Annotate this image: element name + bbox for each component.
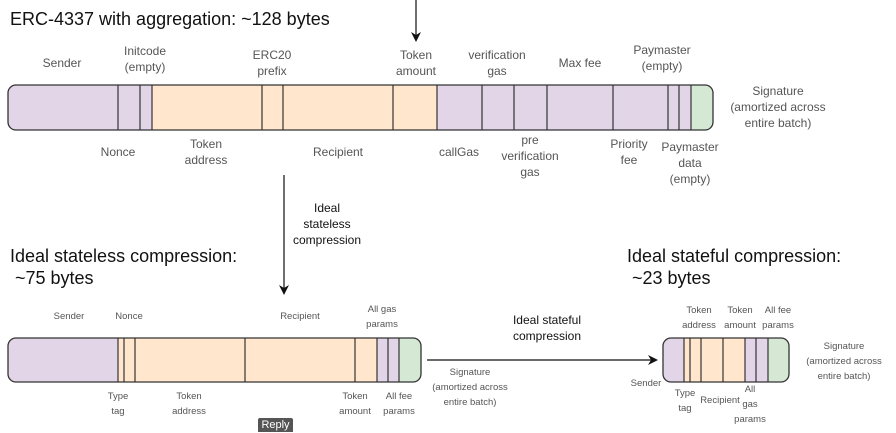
label-all-gas-params: All gas params xyxy=(366,304,398,330)
label-type-tag: Type tag xyxy=(107,391,129,417)
arrow-stateless-label: Ideal stateless compression xyxy=(292,201,362,247)
bar-outline xyxy=(7,84,714,131)
field-segment xyxy=(8,338,118,382)
field-segment xyxy=(684,338,745,382)
stateful-title: Ideal stateful compression: ~23 bytes xyxy=(627,246,842,288)
label-callgas: callGas xyxy=(438,145,480,159)
erc4337-bar xyxy=(7,84,714,131)
field-segment xyxy=(437,85,691,130)
label-paymaster: Paymaster (empty) xyxy=(633,43,691,73)
label-token-address: Token address xyxy=(172,391,206,417)
label-erc20-prefix: ERC20 prefix xyxy=(252,48,292,78)
label-token-amount: Token amount xyxy=(724,305,756,331)
label-type-tag: Type tag xyxy=(674,388,696,414)
label-priority-fee: Priority fee xyxy=(610,137,648,167)
stateless-bar xyxy=(7,337,422,383)
label-token-amount: Token amount xyxy=(395,48,437,78)
field-segment xyxy=(691,85,713,130)
label-recipient: Recipient xyxy=(312,145,364,159)
label-pre-verification-gas: pre verification gas xyxy=(501,133,559,179)
label-all-gas-params: All gas params xyxy=(734,384,766,425)
field-segment xyxy=(663,338,684,382)
field-segment xyxy=(8,85,152,130)
label-token-address: Token address xyxy=(682,305,716,331)
label-sender: Sender xyxy=(42,56,82,70)
arrow-stateful-label: Ideal stateful compression xyxy=(512,313,582,343)
label-signature: Signature (amortized across entire batch… xyxy=(730,84,826,130)
label-token-amount: Token amount xyxy=(339,391,371,417)
label-paymaster-data: Paymaster data (empty) xyxy=(661,140,719,186)
label-initcode: Initcode (empty) xyxy=(123,44,167,74)
stateless-title: Ideal stateless compression: ~75 bytes xyxy=(10,246,238,288)
top-title: ERC-4337 with aggregation: ~128 bytes xyxy=(10,9,330,29)
field-segment xyxy=(152,85,437,130)
label-recipient: Recipient xyxy=(280,311,320,322)
bar-outline xyxy=(7,337,422,383)
label-max-fee: Max fee xyxy=(558,56,602,70)
field-segment xyxy=(399,338,421,382)
label-token-address: Token address xyxy=(184,137,228,167)
label-all-fee-params: All fee params xyxy=(762,305,794,331)
bar-outline xyxy=(662,337,790,383)
label-sender: Sender xyxy=(53,311,85,322)
label-signature: Signature (amortized across entire batch… xyxy=(432,367,508,408)
label-nonce: Nonce xyxy=(100,145,136,159)
field-segment xyxy=(768,338,789,382)
label-verification-gas: verification gas xyxy=(468,48,526,78)
reply-button[interactable]: Reply xyxy=(258,418,293,432)
label-signature: Signature (amortized across entire batch… xyxy=(806,341,882,382)
label-recipient: Recipient xyxy=(700,395,740,406)
label-nonce: Nonce xyxy=(115,311,143,322)
field-segment xyxy=(118,338,377,382)
label-all-fee-params: All fee params xyxy=(383,391,415,417)
label-sender: Sender xyxy=(630,378,662,389)
stateful-bar xyxy=(662,337,790,383)
